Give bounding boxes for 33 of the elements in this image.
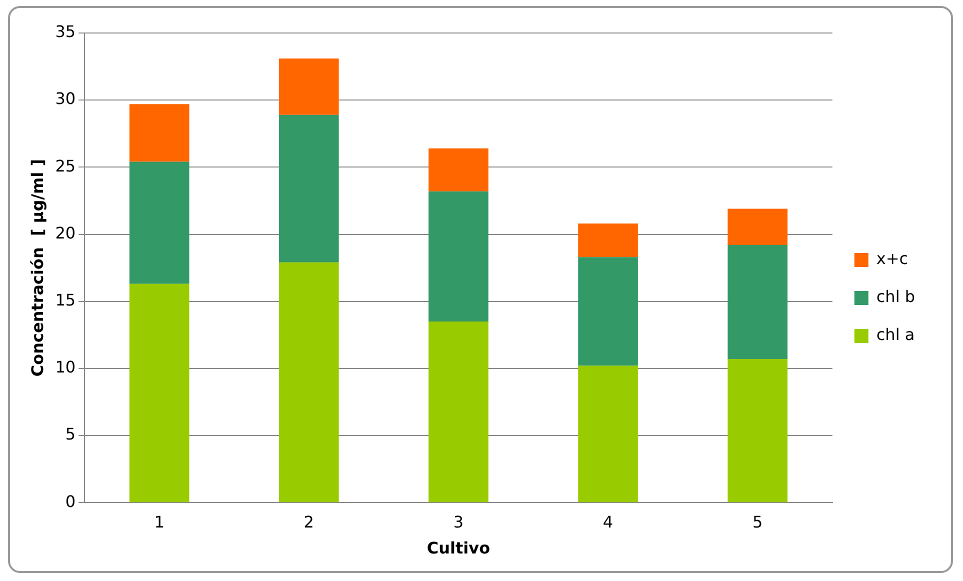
y-tick-label: 25 (55, 156, 76, 176)
legend-label: chl b (876, 287, 915, 306)
bar (278, 262, 339, 502)
bar (728, 359, 788, 502)
y-tick-label: 15 (55, 290, 76, 310)
x-tick-label: 1 (154, 512, 164, 532)
bar (728, 244, 788, 360)
y-axis-title: Concentración [ µg/ml ] (28, 158, 47, 377)
x-tick-label: 4 (602, 512, 614, 532)
bar (278, 114, 339, 262)
bar (578, 366, 638, 502)
bar (428, 191, 488, 322)
y-tick-label: 30 (55, 89, 76, 108)
legend-label: x+c (876, 249, 908, 268)
y-tick-label: 10 (55, 358, 76, 377)
bar (278, 58, 339, 115)
bar (728, 208, 788, 245)
x-tick-label: 5 (752, 512, 763, 532)
y-tick-label: 20 (55, 223, 76, 242)
bar (428, 148, 488, 192)
bar (129, 162, 190, 284)
x-tick-label: 3 (453, 512, 464, 532)
bar (129, 104, 190, 162)
x-tick-label: 2 (304, 512, 314, 532)
legend-label: chl a (876, 325, 915, 344)
bar (578, 224, 638, 258)
bar (129, 284, 190, 502)
bar (428, 321, 488, 502)
y-tick-label: 0 (65, 492, 76, 511)
bar (578, 257, 638, 366)
x-axis-title: Cultivo (426, 538, 490, 558)
y-tick-label: 35 (55, 22, 76, 42)
y-tick-label: 5 (65, 424, 76, 444)
